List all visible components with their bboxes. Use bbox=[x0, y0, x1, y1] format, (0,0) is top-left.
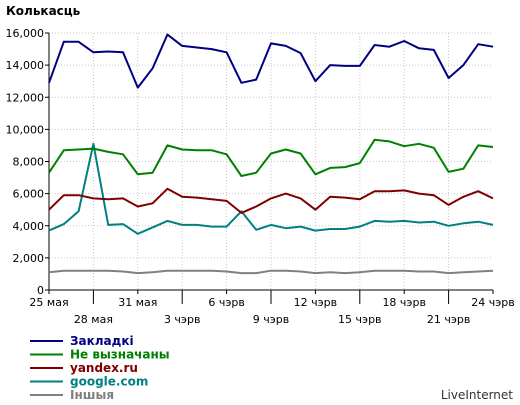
x-tick-label: 3 чэрв bbox=[164, 313, 201, 326]
y-tick-label: 14,000 bbox=[6, 59, 45, 72]
series-line-1 bbox=[48, 33, 494, 89]
legend-label: google.com bbox=[70, 375, 148, 389]
x-tick-label: 6 чэрв bbox=[208, 296, 245, 309]
y-tick-label: 0 bbox=[37, 284, 44, 297]
axes bbox=[45, 32, 494, 304]
x-tick-label: 9 чэрв bbox=[253, 313, 290, 326]
grid bbox=[49, 32, 493, 290]
series-lines bbox=[48, 33, 494, 275]
x-tick-label: 18 чэрв bbox=[382, 296, 426, 309]
y-tick-label: 12,000 bbox=[6, 91, 45, 104]
legend-label: Закладкі bbox=[70, 334, 134, 348]
y-tick-label: 6,000 bbox=[13, 188, 45, 201]
y-tick-label: 4,000 bbox=[13, 220, 45, 233]
x-tick-label: 24 чэрв bbox=[471, 296, 515, 309]
x-tick-label: 28 мая bbox=[74, 313, 113, 326]
x-tick-label: 15 чэрв bbox=[338, 313, 382, 326]
y-tick-label: 2,000 bbox=[13, 252, 45, 265]
y-tick-label: 16,000 bbox=[6, 27, 45, 40]
x-tick-label: 25 мая bbox=[29, 296, 68, 309]
legend-label: yandex.ru bbox=[70, 361, 138, 375]
x-tick-label: 31 мая bbox=[118, 296, 157, 309]
x-tick-label: 12 чэрв bbox=[294, 296, 338, 309]
legend-label: Іншыя bbox=[70, 388, 114, 402]
series-line-5 bbox=[48, 269, 494, 275]
y-axis-ticks: 0 2,000 4,000 6,000 8,000 10,000 12,000 14,000 1… bbox=[6, 27, 45, 297]
legend-label: Не вызначаны bbox=[70, 348, 170, 362]
chart-title: Колькасць bbox=[6, 4, 81, 18]
x-axis-ticks: 25 мая 28 мая 31 мая 3 чэрв 6 чэрв 9 чэрв 12 ч… bbox=[29, 296, 514, 326]
x-tick-label: 21 чэрв bbox=[427, 313, 471, 326]
brand-label: LiveInternet bbox=[441, 388, 513, 402]
y-tick-label: 10,000 bbox=[6, 123, 45, 136]
series-line-4 bbox=[48, 142, 494, 235]
y-tick-label: 8,000 bbox=[13, 156, 45, 169]
series-line-3 bbox=[48, 187, 494, 214]
series-line-2 bbox=[48, 138, 494, 177]
